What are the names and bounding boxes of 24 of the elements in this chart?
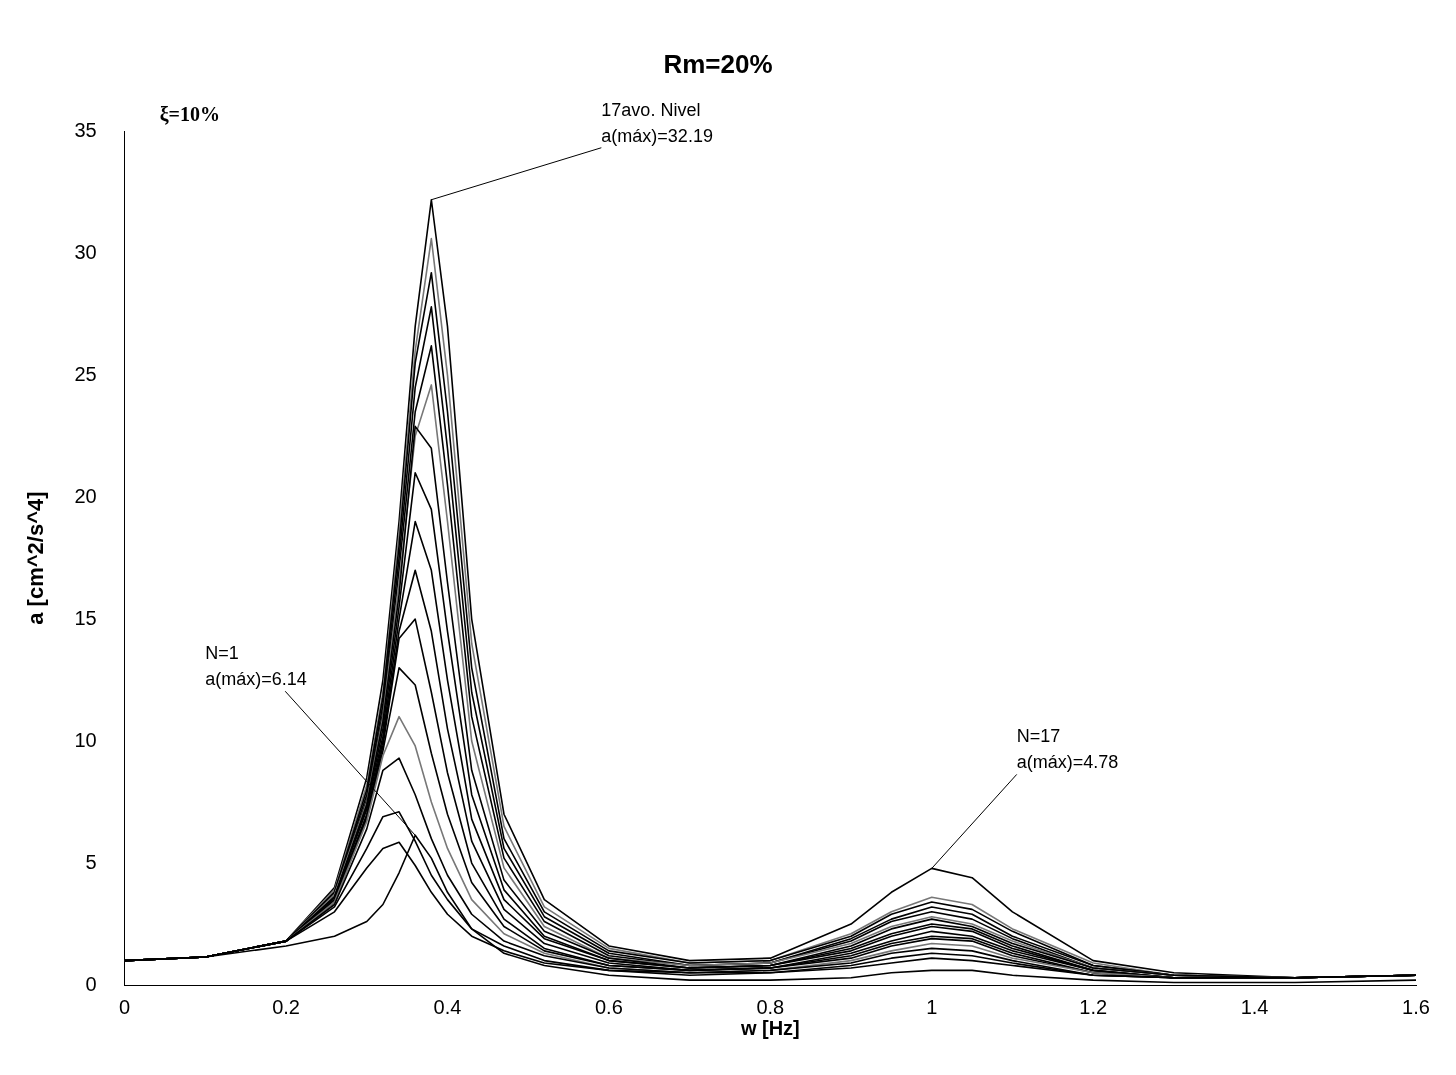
x-tick-label: 0.8 bbox=[756, 995, 785, 1018]
x-tick-label: 0.6 bbox=[595, 995, 623, 1018]
y-axis-title: a [cm^2/s^4] bbox=[23, 491, 49, 625]
annotation: N=1 a(máx)=6.14 bbox=[205, 643, 307, 690]
x-tick-label: 0.2 bbox=[272, 995, 300, 1018]
x-axis-title: w [Hz] bbox=[739, 1016, 800, 1039]
y-tick-label: 5 bbox=[85, 850, 97, 873]
x-tick-label: 0 bbox=[119, 995, 131, 1018]
x-tick-label: 1.6 bbox=[1402, 995, 1430, 1018]
y-tick-label: 20 bbox=[74, 484, 97, 507]
y-tick-label: 30 bbox=[74, 240, 97, 263]
text: ξ=10% bbox=[159, 103, 220, 126]
x-tick-label: 0.4 bbox=[433, 995, 462, 1018]
annotation: N=17 a(máx)=4.78 bbox=[1016, 726, 1119, 773]
y-tick-label: 10 bbox=[74, 728, 97, 751]
x-tick-label: 1.4 bbox=[1240, 995, 1269, 1018]
y-tick-label: 25 bbox=[74, 362, 97, 385]
y-tick-label: 0 bbox=[85, 972, 97, 995]
chart-title: Rm=20% bbox=[663, 48, 773, 79]
annotation: 17avo. Nivel a(máx)=32.19 bbox=[601, 99, 713, 146]
y-tick-label: 35 bbox=[74, 118, 97, 141]
y-tick-label: 15 bbox=[74, 606, 97, 629]
x-tick-label: 1 bbox=[926, 995, 938, 1018]
x-tick-label: 1.2 bbox=[1079, 995, 1108, 1018]
